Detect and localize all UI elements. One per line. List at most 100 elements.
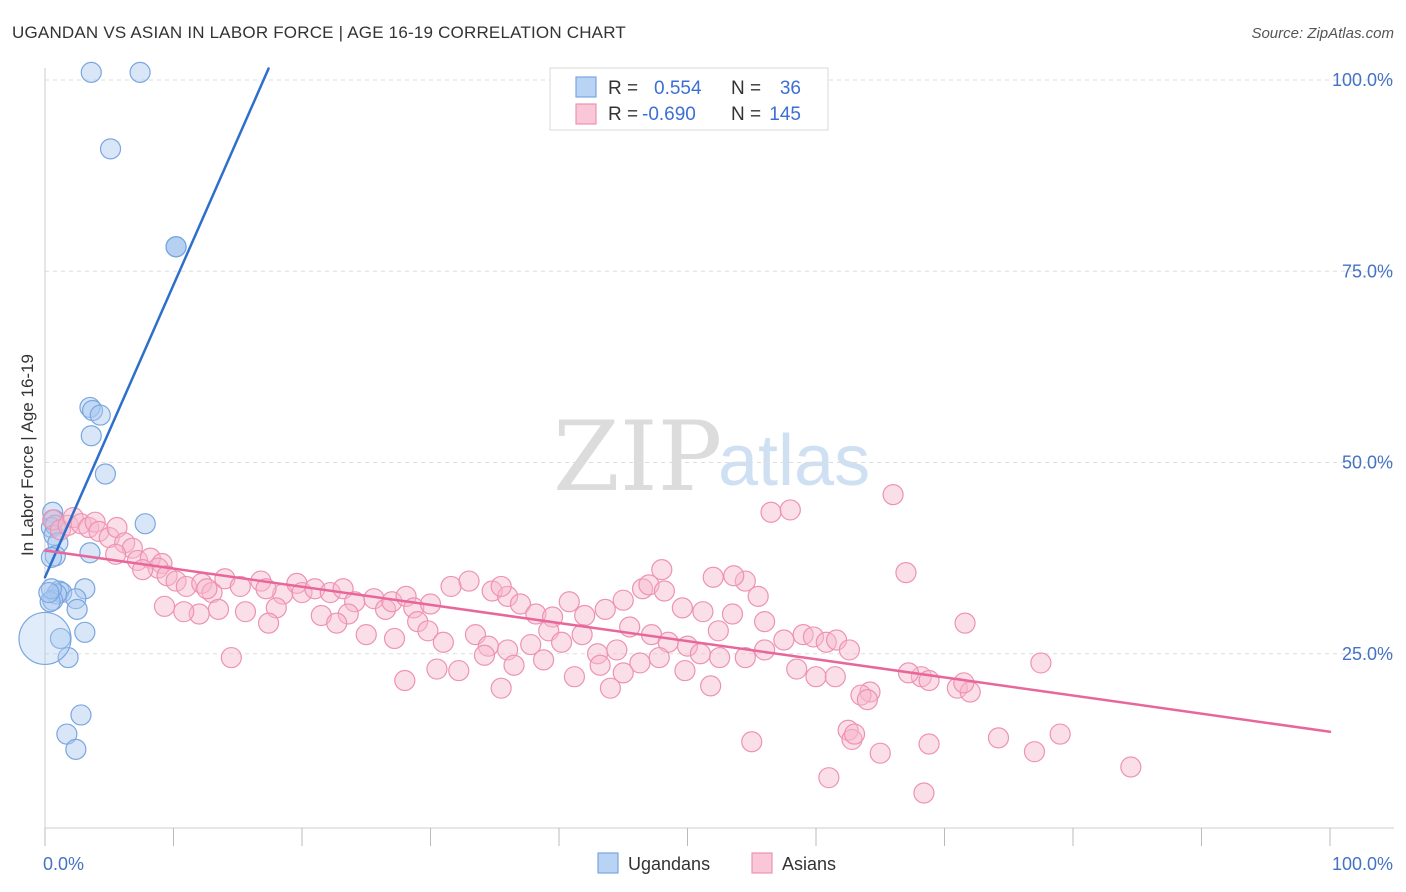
data-point-asians — [818, 767, 840, 789]
scatter-points — [18, 61, 1142, 804]
data-point-asians — [674, 659, 696, 682]
data-point-asians — [417, 620, 439, 642]
data-point-asians — [574, 604, 596, 627]
legend-n-label-2: N = — [731, 104, 761, 125]
data-point-asians — [692, 601, 714, 623]
legend-n-value-2: 145 — [769, 104, 801, 125]
data-point-asians — [753, 611, 776, 633]
data-point-asians — [440, 575, 462, 598]
data-point-asians — [594, 598, 616, 620]
data-point-asians — [432, 631, 454, 653]
data-point-asians — [121, 537, 143, 559]
trend-lines — [43, 67, 1332, 734]
data-point-asians — [913, 782, 935, 804]
y-tick-label: 25.0% — [1342, 644, 1393, 664]
data-point-asians — [88, 520, 110, 542]
data-point-asians — [843, 723, 866, 745]
data-point-asians — [700, 675, 722, 697]
data-point-asians — [721, 603, 744, 625]
x-tick-labels: 0.0% 100.0% — [43, 854, 1393, 874]
data-point-asians — [869, 742, 891, 764]
data-point-ugandans — [89, 404, 111, 426]
data-point-ugandans — [18, 611, 72, 666]
data-point-asians — [747, 585, 769, 607]
data-point-asians — [741, 731, 763, 753]
data-point-asians — [114, 532, 136, 554]
data-point-asians — [629, 652, 651, 674]
data-point-asians — [550, 631, 573, 653]
data-point-ugandans — [129, 61, 151, 83]
gridlines — [45, 79, 1394, 655]
data-point-asians — [779, 499, 801, 521]
legend-r-label-2: R = — [608, 104, 638, 125]
data-point-ugandans — [79, 542, 101, 564]
data-point-asians — [841, 728, 863, 751]
data-point-asians — [188, 603, 210, 625]
watermark-zip: ZIP — [553, 401, 722, 513]
chart-source: Source: ZipAtlas.com — [1251, 25, 1394, 42]
legend-n-value-1: 36 — [780, 78, 801, 99]
data-point-ugandans — [70, 704, 92, 726]
data-point-asians — [987, 727, 1010, 749]
data-point-asians — [589, 654, 611, 676]
data-point-asians — [838, 639, 861, 661]
data-point-ugandans — [80, 425, 102, 447]
data-point-asians — [214, 568, 236, 590]
data-point-asians — [653, 580, 675, 602]
data-point-asians — [165, 570, 187, 592]
data-point-asians — [532, 649, 555, 671]
bottom-legend-ugandans: Ugandans — [628, 854, 710, 874]
data-point-asians — [702, 566, 724, 588]
data-point-ugandans — [57, 646, 79, 669]
data-point-asians — [882, 484, 904, 506]
data-point-asians — [394, 669, 416, 692]
y-tick-label: 100.0% — [1332, 70, 1393, 90]
series-asians — [42, 484, 1142, 804]
data-point-ugandans — [38, 581, 60, 604]
data-point-asians — [671, 597, 693, 619]
data-point-asians — [257, 612, 280, 634]
legend-r-value-2: -0.690 — [642, 104, 696, 125]
data-point-asians — [824, 666, 846, 688]
data-point-asians — [631, 578, 654, 600]
data-point-asians — [648, 646, 670, 669]
data-point-ugandans — [80, 61, 102, 83]
legend-swatch-asians — [575, 103, 597, 125]
data-point-asians — [651, 558, 673, 581]
y-tick-label: 50.0% — [1342, 453, 1393, 473]
data-point-asians — [856, 689, 879, 711]
data-point-asians — [805, 666, 827, 688]
data-point-ugandans — [94, 463, 116, 485]
bottom-legend: Ugandans Asians — [597, 852, 836, 874]
data-point-asians — [503, 654, 525, 676]
data-point-asians — [786, 658, 808, 680]
data-point-asians — [106, 516, 128, 539]
data-point-asians — [490, 677, 512, 699]
data-point-asians — [612, 662, 634, 684]
data-point-asians — [953, 672, 975, 694]
data-point-ugandans — [134, 513, 156, 535]
data-point-asians — [473, 644, 496, 666]
data-point-asians — [490, 575, 512, 598]
data-point-asians — [773, 629, 795, 651]
data-point-asians — [1023, 741, 1046, 763]
y-tick-label: 75.0% — [1342, 261, 1393, 281]
data-point-ugandans — [99, 138, 122, 160]
data-point-asians — [918, 733, 940, 755]
data-point-asians — [355, 624, 377, 646]
data-point-asians — [954, 612, 976, 634]
data-point-asians — [255, 578, 277, 600]
y-axis-label: In Labor Force | Age 16-19 — [18, 354, 37, 556]
axes — [44, 68, 1394, 846]
data-point-asians — [734, 646, 756, 669]
bottom-legend-asians: Asians — [782, 854, 836, 874]
chart-title: UGANDAN VS ASIAN IN LABOR FORCE | AGE 16… — [12, 23, 626, 42]
legend-n-label-1: N = — [731, 78, 761, 99]
data-point-asians — [709, 646, 731, 669]
data-point-asians — [426, 658, 448, 680]
data-point-ugandans — [74, 621, 96, 643]
watermark: ZIP atlas — [553, 401, 870, 513]
data-point-asians — [383, 627, 406, 650]
x-tick-label: 100.0% — [1332, 854, 1393, 874]
data-point-asians — [458, 570, 480, 592]
